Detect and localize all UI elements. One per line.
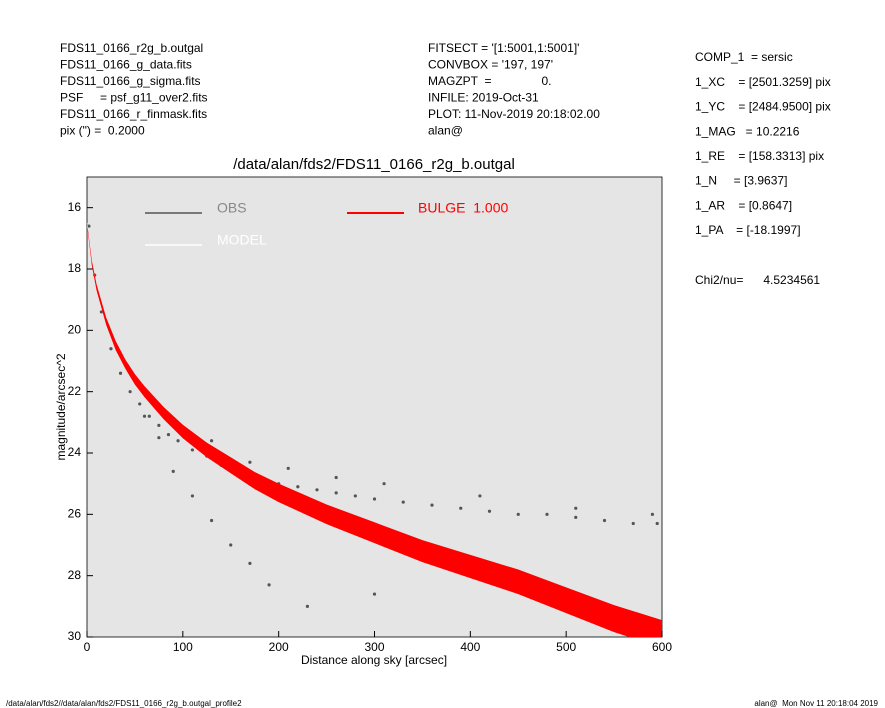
header-right-line: 1_MAG = 10.2216 [695,124,800,138]
y-tick-label: 30 [68,629,82,643]
obs-point [286,466,290,470]
header-right-line: 1_YC = [2484.9500] pix [695,100,831,114]
obs-point [138,402,142,406]
x-tick-label: 0 [84,640,91,654]
obs-point [631,521,635,526]
header-mid-line: INFILE: 2019-Oct-31 [428,91,539,105]
header-mid-line: CONVBOX = '197, 197' [428,58,553,72]
header-left-line: FDS11_0166_r2g_b.outgal [60,41,203,55]
obs-point [157,423,161,427]
obs-point [190,494,195,498]
y-tick-label: 26 [68,507,82,521]
obs-point [128,390,132,394]
obs-point [372,497,377,501]
y-tick-label: 22 [68,384,82,398]
obs-point [574,515,578,520]
obs-point [305,604,310,608]
obs-point [334,491,338,495]
header-left-line: FDS11_0166_g_sigma.fits [60,74,201,88]
plot-area [86,176,663,638]
obs-point [157,436,161,440]
obs-point [650,512,655,516]
obs-point [209,439,214,443]
legend-label: MODEL [217,232,267,248]
obs-point [382,482,386,486]
legend-label: OBS [217,200,247,216]
y-tick-label: 28 [68,568,82,582]
header-right-line: COMP_1 = sersic [695,50,793,64]
obs-point [315,488,319,492]
x-tick-label: 400 [460,640,480,654]
obs-point [487,509,492,513]
obs-point [118,371,123,375]
obs-point [574,506,578,510]
x-tick-label: 300 [364,640,384,654]
y-tick-label: 24 [68,445,82,459]
obs-point [99,310,103,314]
footer-right: alan@ Mon Nov 11 20:18:04 2019 [754,699,878,708]
obs-point [655,521,659,526]
header-left-line: pix (") = 0.2000 [60,124,145,138]
y-tick-label: 20 [68,323,82,337]
x-tick-label: 500 [556,640,576,654]
header-right-line: 1_RE = [158.3313] pix [695,149,824,163]
obs-point [166,433,171,437]
y-tick-label: 18 [68,261,82,275]
obs-point [353,494,357,498]
obs-point [171,469,175,473]
obs-point [516,512,520,516]
header-mid-line: alan@ [428,124,463,138]
obs-point [334,475,338,480]
header-left-line: FDS11_0166_g_data.fits [60,58,192,72]
obs-point [109,347,113,351]
obs-point [87,224,91,228]
obs-point [248,561,252,566]
header-left-line: PSF = psf_g11_over2.fits [60,91,208,105]
header-right-line: 1_AR = [0.8647] [695,198,792,212]
obs-point [478,494,482,498]
obs-point [459,506,463,510]
obs-point [430,503,434,507]
header-mid-line: MAGZPT = 0. [428,74,551,88]
obs-point [372,592,377,596]
obs-point [176,439,180,443]
y-axis-label: magnitude/arcsec^2 [54,353,68,460]
plot-content [87,221,662,637]
chart-title: /data/alan/fds2/FDS11_0166_r2g_b.outgal [233,156,515,173]
obs-point [147,414,151,418]
header-left-line: FDS11_0166_r_finmask.fits [60,107,207,121]
chi2: Chi2/nu= 4.5234561 [695,273,820,287]
obs-point [545,512,549,516]
obs-point [248,460,252,464]
obs-point [401,500,405,504]
obs-point [190,448,195,452]
legend-label: BULGE 1.000 [418,200,508,216]
obs-point [602,518,607,523]
header-mid-line: FITSECT = '[1:5001,1:5001]' [428,41,579,55]
obs-point [209,518,214,523]
obs-point [296,485,300,489]
obs-point [267,583,271,587]
header-right-line: 1_N = [3.9637] [695,174,787,188]
header-right-line: 1_PA = [-18.1997] [695,223,801,237]
x-tick-label: 200 [269,640,289,654]
obs-point [229,543,233,547]
x-tick-label: 600 [652,640,672,654]
header-right-line: 1_XC = [2501.3259] pix [695,75,831,89]
obs-point [142,414,147,418]
footer-left: /data/alan/fds2//data/alan/fds2/FDS11_01… [6,699,242,708]
header-mid-line: PLOT: 11-Nov-2019 20:18:02.00 [428,107,600,121]
y-tick-label: 16 [68,200,82,214]
x-tick-label: 100 [173,640,193,654]
x-axis-label: Distance along sky [arcsec] [301,653,447,667]
